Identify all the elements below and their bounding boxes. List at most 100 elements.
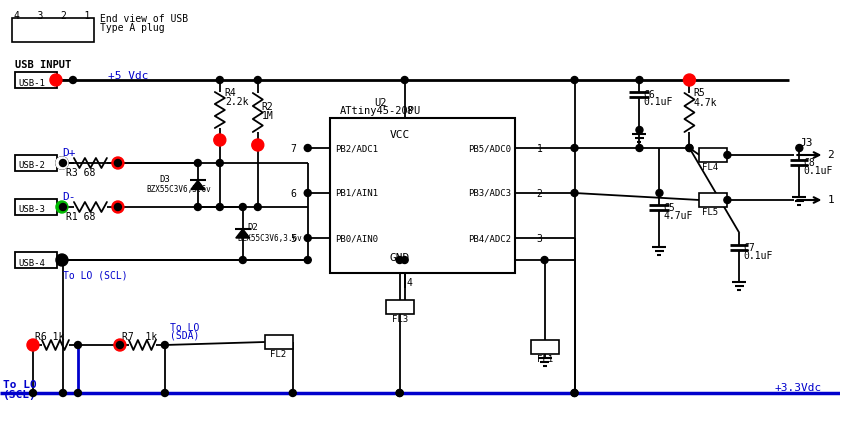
- Circle shape: [60, 203, 66, 211]
- Circle shape: [724, 151, 731, 159]
- Bar: [12, 18, 94, 42]
- Bar: [15, 199, 57, 215]
- Text: R1 68: R1 68: [66, 212, 95, 222]
- Text: PB0/AIN0: PB0/AIN0: [335, 234, 378, 243]
- Circle shape: [724, 197, 731, 203]
- Bar: [386, 300, 414, 314]
- Text: 0.1uF: 0.1uF: [643, 97, 673, 107]
- Text: 0.1uF: 0.1uF: [743, 251, 773, 261]
- Circle shape: [116, 341, 124, 349]
- Text: +3.3Vdc: +3.3Vdc: [775, 383, 822, 393]
- Text: End view of USB: End view of USB: [100, 14, 188, 24]
- Text: D2: D2: [248, 223, 258, 233]
- Circle shape: [60, 159, 66, 167]
- Text: R5: R5: [694, 88, 705, 98]
- Text: +5 Vdc: +5 Vdc: [108, 71, 148, 81]
- Circle shape: [571, 190, 578, 197]
- Text: 3: 3: [537, 234, 542, 244]
- Circle shape: [636, 77, 643, 83]
- Circle shape: [27, 339, 39, 351]
- Text: C7: C7: [743, 243, 755, 253]
- Text: J3: J3: [799, 138, 813, 148]
- Circle shape: [541, 256, 548, 264]
- Circle shape: [60, 390, 66, 396]
- Polygon shape: [191, 181, 205, 190]
- Circle shape: [396, 256, 403, 264]
- Circle shape: [70, 77, 77, 83]
- Text: 7: 7: [290, 144, 296, 154]
- Circle shape: [571, 390, 578, 396]
- Circle shape: [216, 77, 224, 83]
- Circle shape: [304, 145, 311, 151]
- Circle shape: [56, 254, 68, 266]
- Text: FL4: FL4: [702, 163, 718, 172]
- Text: USB-1: USB-1: [18, 79, 45, 88]
- Circle shape: [75, 341, 82, 349]
- Circle shape: [56, 201, 68, 213]
- Circle shape: [396, 390, 403, 396]
- Text: U2: U2: [375, 98, 387, 108]
- Text: FL1: FL1: [537, 355, 553, 364]
- Circle shape: [161, 341, 168, 349]
- Circle shape: [796, 145, 803, 151]
- Bar: [700, 148, 727, 162]
- Circle shape: [50, 74, 62, 86]
- Text: GND: GND: [389, 253, 410, 263]
- Text: 4.7uF: 4.7uF: [664, 211, 693, 221]
- Text: To LO (SCL): To LO (SCL): [63, 270, 128, 280]
- Circle shape: [289, 390, 296, 396]
- Circle shape: [636, 126, 643, 134]
- Circle shape: [571, 145, 578, 151]
- Circle shape: [60, 256, 66, 264]
- Text: R6 1k: R6 1k: [35, 332, 65, 342]
- Text: 4   3   2   1: 4 3 2 1: [14, 11, 90, 21]
- Text: R2: R2: [262, 102, 273, 112]
- Text: BZX55C3V6,3.6v: BZX55C3V6,3.6v: [238, 233, 303, 242]
- Text: USB-2: USB-2: [18, 162, 45, 170]
- Text: 2.2k: 2.2k: [225, 97, 248, 107]
- Circle shape: [216, 203, 224, 211]
- Circle shape: [686, 145, 693, 151]
- Circle shape: [571, 77, 578, 83]
- Circle shape: [304, 256, 311, 264]
- Circle shape: [216, 159, 224, 167]
- Text: R3 68: R3 68: [66, 168, 95, 178]
- Bar: [265, 335, 293, 349]
- Text: C6: C6: [643, 90, 655, 100]
- Circle shape: [240, 203, 246, 211]
- Circle shape: [571, 390, 578, 396]
- Circle shape: [396, 390, 403, 396]
- Circle shape: [112, 157, 124, 169]
- Circle shape: [56, 157, 68, 169]
- Text: 4.7k: 4.7k: [694, 98, 717, 108]
- Text: Type A plug: Type A plug: [100, 23, 165, 33]
- Bar: [330, 118, 515, 273]
- Text: R4: R4: [225, 88, 236, 98]
- Text: USB-3: USB-3: [18, 206, 45, 214]
- Text: C5: C5: [664, 203, 675, 213]
- Circle shape: [240, 256, 246, 264]
- Text: 2: 2: [537, 189, 542, 199]
- Text: PB3/ADC3: PB3/ADC3: [468, 189, 511, 198]
- Circle shape: [194, 203, 201, 211]
- Circle shape: [686, 145, 693, 151]
- Text: 1M: 1M: [262, 111, 273, 121]
- Text: 4: 4: [407, 278, 413, 288]
- Text: 5: 5: [290, 234, 296, 244]
- Text: FL5: FL5: [702, 208, 718, 217]
- Text: 6: 6: [290, 189, 296, 199]
- Text: FL2: FL2: [270, 350, 286, 359]
- Text: PB4/ADC2: PB4/ADC2: [468, 234, 511, 243]
- Text: FL3: FL3: [392, 315, 408, 324]
- Circle shape: [251, 139, 264, 151]
- Text: VCC: VCC: [389, 130, 410, 140]
- Polygon shape: [235, 229, 250, 238]
- Text: To LO: To LO: [170, 323, 199, 333]
- Circle shape: [75, 390, 82, 396]
- Text: PB5/ADC0: PB5/ADC0: [468, 144, 511, 153]
- Circle shape: [161, 390, 168, 396]
- Text: D3: D3: [160, 175, 171, 184]
- Text: 1: 1: [537, 144, 542, 154]
- Bar: [531, 340, 558, 354]
- Text: (SCL): (SCL): [3, 390, 37, 400]
